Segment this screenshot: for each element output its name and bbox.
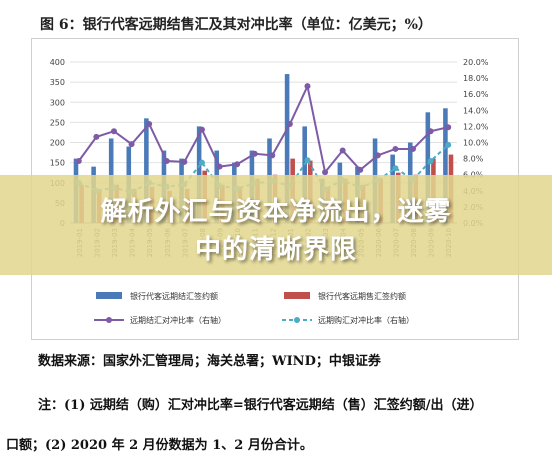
settle-bar — [425, 112, 431, 223]
settle-ratio-point — [234, 161, 241, 168]
settle-bar — [443, 108, 448, 223]
settle-ratio-point — [392, 145, 399, 152]
settle-bar — [302, 126, 307, 223]
legend-swatch — [284, 292, 310, 299]
y-left-tick-label: 250 — [50, 118, 65, 127]
y-right-tick-label: 10.0% — [463, 139, 489, 148]
settle-ratio-point — [93, 133, 100, 140]
settle-ratio-point — [357, 166, 364, 173]
settle-ratio-point — [198, 126, 205, 133]
figure-title: 图 6：银行代客远期结售汇及其对冲比率（单位：亿美元；%） — [40, 17, 432, 33]
settle-ratio-point — [410, 145, 417, 152]
y-right-tick-label: 16.0% — [463, 90, 489, 99]
y-left-tick-label: 400 — [50, 58, 65, 67]
settle-ratio-point — [304, 83, 311, 90]
settle-ratio-point — [269, 152, 276, 159]
purchase-ratio-point — [392, 165, 399, 172]
y-left-tick-label: 200 — [50, 139, 65, 148]
legend-label: 远期购汇对冲比率（右轴） — [318, 315, 414, 325]
legend-label: 远期结汇对冲比率（右轴） — [130, 315, 226, 325]
settle-ratio-point — [427, 128, 434, 135]
headline-line-1: 解析外汇与资本净流出，迷雾 — [100, 197, 452, 227]
purchase-ratio-point — [304, 157, 311, 164]
settle-ratio-point — [181, 158, 188, 165]
purchase-ratio-point — [445, 141, 452, 148]
settle-bar — [284, 74, 290, 223]
settle-ratio-point — [216, 163, 223, 170]
settle-ratio-point — [445, 124, 452, 131]
y-right-tick-label: 8.0% — [463, 155, 484, 164]
data-source-note: 数据来源：国家外汇管理局；海关总署；WIND；中银证券 — [38, 354, 381, 369]
settle-ratio-point — [251, 150, 258, 157]
settle-ratio-point — [322, 169, 329, 176]
y-left-tick-label: 150 — [50, 159, 65, 168]
settle-ratio-point — [110, 128, 117, 135]
y-right-tick-label: 20.0% — [463, 58, 489, 67]
settle-bar — [144, 118, 149, 223]
purchase-ratio-point — [427, 158, 434, 165]
settle-ratio-line — [77, 82, 449, 175]
legend-label: 银行代客远期售汇签约额 — [318, 291, 406, 301]
settle-ratio-point — [163, 158, 170, 165]
headline-text: 解析外汇与资本净流出，迷雾 中的清晰界限 — [0, 193, 552, 269]
settle-ratio-point — [146, 120, 153, 127]
legend-marker — [106, 317, 112, 323]
settle-bar — [196, 126, 202, 223]
y-left-tick-label: 300 — [50, 98, 65, 107]
legend-label: 银行代客远期结汇签约额 — [130, 291, 218, 301]
legend-swatch — [96, 292, 122, 299]
legend-marker — [294, 317, 300, 323]
purchase-ratio-point — [198, 159, 205, 166]
footnote-line-2: 口额；(2) 2020 年 2 月份数据为 1、2 月份合计。 — [6, 438, 313, 453]
y-right-tick-label: 12.0% — [463, 122, 489, 131]
headline-banner — [0, 175, 552, 275]
settle-ratio-point — [128, 141, 135, 148]
settle-ratio-point — [286, 120, 293, 127]
footnote-line-1: 注：(1) 远期结（购）汇对冲比率=银行代客远期结（售）汇签约额/出（进） — [38, 398, 483, 413]
y-left-tick-label: 350 — [50, 78, 65, 87]
headline-line-2: 中的清晰界限 — [194, 235, 357, 265]
y-right-tick-label: 18.0% — [463, 74, 489, 83]
settle-ratio-point — [75, 158, 82, 165]
y-right-tick-label: 14.0% — [463, 106, 489, 115]
settle-ratio-point — [339, 147, 346, 154]
settle-ratio-point — [374, 152, 381, 159]
